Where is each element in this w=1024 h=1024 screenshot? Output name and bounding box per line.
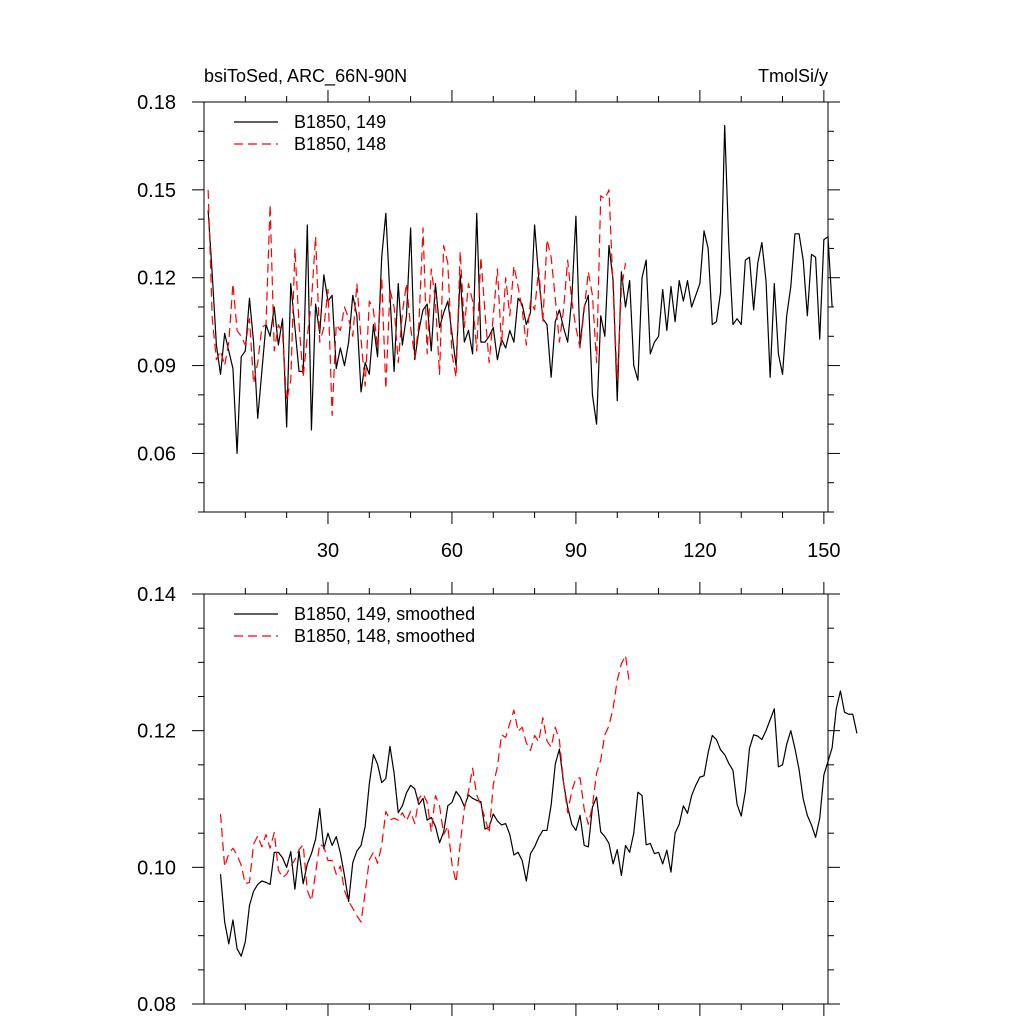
y-tick-label: 0.18: [137, 92, 176, 114]
legend-label: B1850, 149, smoothed: [294, 604, 475, 624]
y-tick-label: 0.10: [137, 857, 176, 879]
plot-frame: [203, 593, 829, 1005]
series-line-1: [207, 124, 833, 455]
plot-frame: [203, 101, 829, 513]
x-tick-label: 150: [807, 540, 840, 562]
series-line-2: [219, 654, 631, 923]
series-line-2: [207, 189, 627, 416]
y-tick-label: 0.12: [137, 721, 176, 743]
y-tick-label: 0.15: [137, 180, 176, 202]
legend-label: B1850, 148, smoothed: [294, 626, 475, 646]
y-tick-label: 0.06: [137, 443, 176, 465]
series-line-1: [219, 690, 858, 957]
chart-left-title: bsiToSed, ARC_66N-90N: [204, 66, 407, 87]
legend-label: B1850, 149: [294, 112, 386, 132]
legend-label: B1850, 148: [294, 134, 386, 154]
y-tick-label: 0.08: [137, 994, 176, 1016]
y-tick-label: 0.09: [137, 356, 176, 378]
y-tick-label: 0.12: [137, 268, 176, 290]
bottom-panel: 0.08 0.10 0.12 0.14 B1850, 149, smoothedB185…: [137, 582, 858, 1016]
x-tick-label: 90: [565, 540, 587, 562]
chart-right-title: TmolSi/y: [758, 66, 828, 86]
x-tick-label: 60: [441, 540, 463, 562]
y-tick-label: 0.14: [137, 584, 176, 606]
top-panel: 0.06 0.09 0.12 0.15 0.18 30 60 90 120 150 B1850, 1…: [137, 90, 841, 562]
x-tick-label: 120: [683, 540, 716, 562]
x-tick-label: 30: [317, 540, 339, 562]
